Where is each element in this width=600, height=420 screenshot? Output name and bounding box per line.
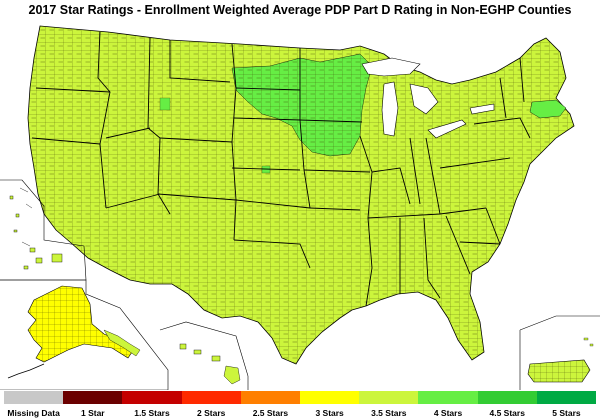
us-county-map [0,25,600,390]
legend-item-4-5: 4.5 Stars [477,391,537,419]
puerto-rico-inset [519,315,600,390]
alaska-aleutians [7,363,45,379]
legend-swatch [63,391,123,404]
legend-label: 4.5 Stars [489,408,525,418]
lake-michigan [381,81,399,137]
massachusetts-region [529,99,567,119]
legend-swatch [477,391,537,404]
legend-swatch [4,391,64,404]
hawaii-maui [211,355,221,362]
legend-label: 2 Stars [197,408,226,418]
legend-item-5: 5 Stars [536,391,597,419]
legend-item-1-5: 1.5 Stars [122,391,182,419]
map-area [0,18,600,390]
legend-swatch [359,391,419,404]
legend-label: Missing Data [7,408,60,418]
legend-label: 5 Stars [552,408,581,418]
lake-erie [427,119,467,139]
legend-label: 3 Stars [315,408,344,418]
legend-swatch [300,391,360,404]
legend-item-3-5: 3.5 Stars [359,391,419,419]
hawaii-kauai [179,343,187,350]
legend-item-4: 4 Stars [418,391,478,419]
legend: Missing Data 1 Star 1.5 Stars 2 Stars 2.… [4,391,597,419]
lake-superior [361,57,421,77]
legend-label: 3.5 Stars [371,408,407,418]
legend-item-1: 1 Star [63,391,123,419]
map-title: 2017 Star Ratings - Enrollment Weighted … [28,3,572,17]
contiguous-us [27,25,575,365]
legend-item-2-5: 2.5 Stars [240,391,301,419]
legend-label: 1.5 Stars [134,408,170,418]
alaska-southeast [103,329,141,357]
legend-swatch [122,391,182,404]
hawaii-big-island [223,365,241,385]
legend-label: 1 Star [80,408,105,418]
lake-huron [409,83,439,115]
lake-ontario [469,103,495,115]
legend-swatch [240,391,301,404]
legend-swatch [181,391,241,404]
alaska-inset [0,279,169,390]
montana-4star-spot [159,97,171,111]
legend-label: 4 Stars [433,408,463,418]
hawaii-inset [159,321,249,390]
legend-swatch [418,391,478,404]
legend-item-2: 2 Stars [181,391,241,419]
legend-item-missing: Missing Data [4,391,64,419]
legend-item-3: 3 Stars [300,391,360,419]
legend-label: 2.5 Stars [252,408,289,418]
state-borders [31,31,531,307]
hawaii-oahu [193,349,202,355]
legend-swatch [536,391,597,404]
